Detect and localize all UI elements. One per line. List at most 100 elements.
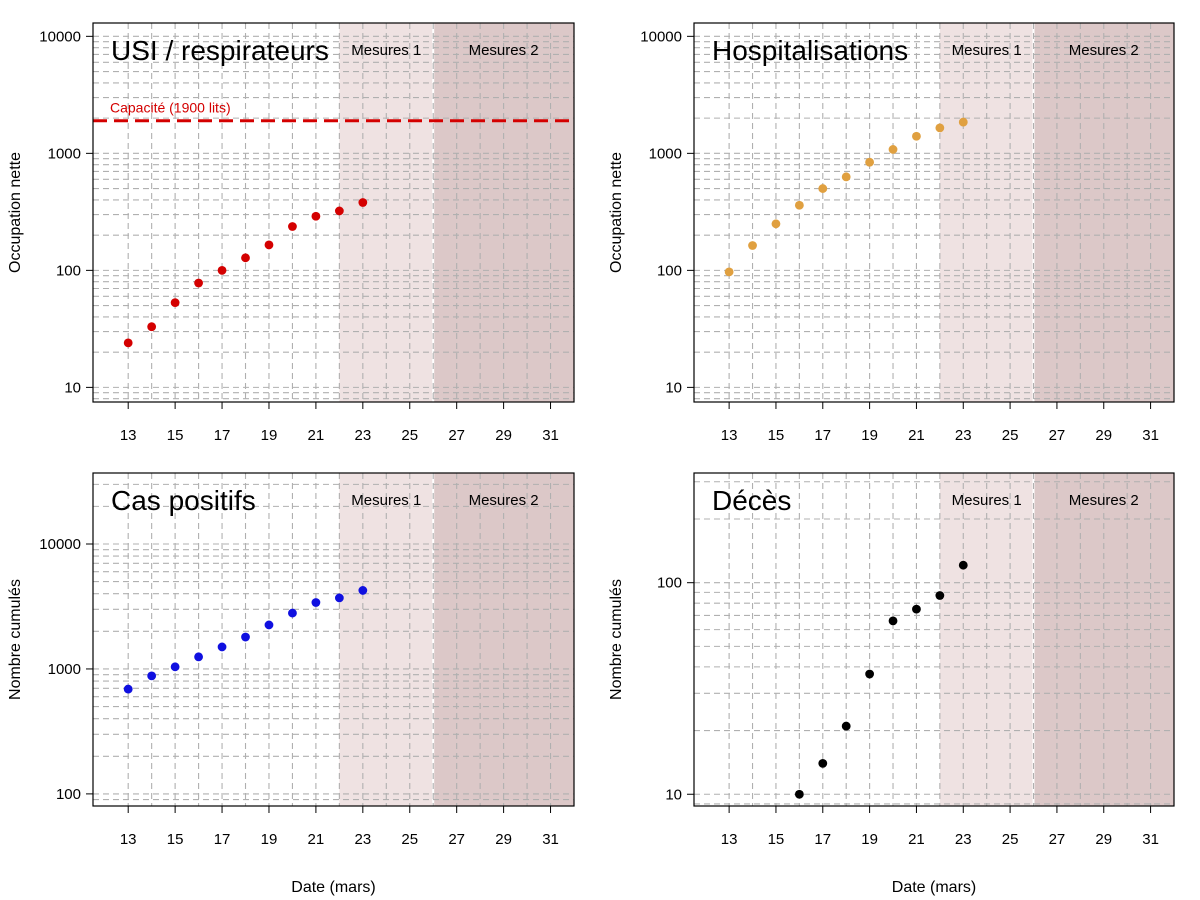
plot-frame bbox=[693, 472, 1175, 807]
x-tick-label: 17 bbox=[214, 427, 231, 444]
x-tick-label: 23 bbox=[955, 831, 972, 848]
y-axis-label: Nombre cumulés bbox=[7, 579, 24, 700]
data-point bbox=[724, 267, 734, 277]
panel-title: Cas positifs bbox=[111, 485, 256, 516]
panel-title: Décès bbox=[712, 485, 791, 516]
data-point bbox=[194, 278, 203, 288]
y-tick-label: 1000 bbox=[649, 145, 682, 162]
data-point bbox=[264, 620, 274, 630]
x-tick-label: 25 bbox=[1002, 831, 1019, 848]
data-point bbox=[288, 608, 297, 618]
data-point bbox=[841, 172, 851, 182]
data-point bbox=[194, 652, 203, 662]
y-tick-label: 10 bbox=[665, 786, 682, 803]
x-tick-label: 19 bbox=[261, 831, 278, 848]
x-tick-label: 29 bbox=[495, 427, 512, 444]
y-tick-label: 10000 bbox=[39, 28, 81, 45]
period-label-2: Mesures 2 bbox=[1069, 492, 1139, 509]
period-label-1: Mesures 1 bbox=[952, 492, 1022, 509]
capacity-label: Capacité (1900 lits) bbox=[110, 100, 231, 116]
x-axis-label: Date (mars) bbox=[291, 879, 375, 896]
data-point bbox=[217, 642, 227, 652]
x-tick-label: 21 bbox=[308, 427, 325, 444]
data-point bbox=[334, 593, 344, 603]
x-tick-label: 29 bbox=[1095, 831, 1112, 848]
data-point bbox=[841, 721, 851, 731]
x-tick-label: 15 bbox=[768, 427, 785, 444]
y-tick-label: 1000 bbox=[48, 145, 81, 162]
plot-frame bbox=[92, 22, 575, 403]
y-tick-label: 100 bbox=[56, 786, 81, 803]
x-tick-label: 27 bbox=[448, 427, 465, 444]
x-tick-label: 21 bbox=[908, 831, 925, 848]
x-tick-label: 19 bbox=[861, 427, 878, 444]
data-point bbox=[865, 669, 875, 679]
data-point bbox=[794, 789, 804, 799]
data-point bbox=[818, 758, 828, 768]
data-point bbox=[147, 671, 157, 681]
x-tick-label: 31 bbox=[542, 831, 559, 848]
panel-usi: Capacité (1900 lits) Mesures 1 Mesures 2 US… bbox=[7, 22, 575, 444]
plot-area: Capacité (1900 lits) bbox=[93, 23, 574, 402]
x-tick-label: 19 bbox=[261, 427, 278, 444]
data-point bbox=[217, 265, 227, 275]
data-point bbox=[123, 684, 133, 694]
plot-frame bbox=[693, 22, 1175, 403]
panel-cas: Mesures 1 Mesures 2 Cas positifs 100 1000 100… bbox=[7, 472, 575, 896]
y-tick-label: 10000 bbox=[39, 536, 81, 553]
data-point bbox=[147, 322, 157, 332]
data-point bbox=[311, 211, 321, 221]
data-point bbox=[771, 219, 781, 229]
data-point bbox=[123, 338, 133, 348]
y-tick-label: 10 bbox=[665, 379, 682, 396]
y-tick-label: 100 bbox=[657, 262, 682, 279]
x-tick-label: 29 bbox=[1095, 427, 1112, 444]
plot-area bbox=[694, 23, 1174, 402]
x-tick-label: 25 bbox=[1002, 427, 1019, 444]
data-point bbox=[170, 662, 180, 672]
x-tick-label: 15 bbox=[768, 831, 785, 848]
x-tick-label: 17 bbox=[814, 831, 831, 848]
x-tick-label: 31 bbox=[1142, 831, 1159, 848]
data-point bbox=[311, 598, 321, 607]
y-axis-label: Occupation nette bbox=[608, 152, 625, 273]
period-label-2: Mesures 2 bbox=[469, 492, 539, 509]
panel-deces: Mesures 1 Mesures 2 Décès 10 100 13 15 17 19 21 23… bbox=[608, 472, 1175, 896]
period-label-1: Mesures 1 bbox=[351, 42, 421, 59]
x-tick-label: 31 bbox=[542, 427, 559, 444]
data-point bbox=[748, 241, 757, 250]
y-tick-label: 10 bbox=[64, 379, 81, 396]
x-tick-label: 13 bbox=[721, 427, 738, 444]
x-tick-label: 27 bbox=[1049, 831, 1066, 848]
plot-area bbox=[93, 473, 574, 806]
period-label-2: Mesures 2 bbox=[1069, 42, 1139, 59]
x-tick-label: 23 bbox=[354, 831, 371, 848]
x-tick-label: 17 bbox=[814, 427, 831, 444]
plot-frame bbox=[92, 472, 575, 807]
x-tick-label: 27 bbox=[448, 831, 465, 848]
panel-hosp: Mesures 1 Mesures 2 Hospitalisations 10 100 1… bbox=[608, 22, 1175, 444]
data-point bbox=[288, 222, 297, 231]
x-tick-label: 23 bbox=[354, 427, 371, 444]
panel-title: Hospitalisations bbox=[712, 35, 908, 66]
period-label-1: Mesures 1 bbox=[952, 42, 1022, 59]
y-tick-label: 1000 bbox=[48, 661, 81, 678]
x-tick-label: 31 bbox=[1142, 427, 1159, 444]
data-point bbox=[888, 145, 898, 154]
x-tick-label: 15 bbox=[167, 427, 184, 444]
x-tick-label: 25 bbox=[401, 427, 418, 444]
x-tick-label: 17 bbox=[214, 831, 231, 848]
x-tick-label: 13 bbox=[120, 427, 137, 444]
x-tick-label: 25 bbox=[401, 831, 418, 848]
data-point bbox=[958, 117, 968, 127]
x-tick-label: 23 bbox=[955, 427, 972, 444]
data-point bbox=[818, 184, 828, 193]
x-tick-label: 21 bbox=[908, 427, 925, 444]
data-point bbox=[888, 616, 898, 626]
period-label-2: Mesures 2 bbox=[469, 42, 539, 59]
data-point bbox=[170, 298, 180, 308]
data-point bbox=[334, 206, 344, 216]
x-tick-label: 29 bbox=[495, 831, 512, 848]
data-point bbox=[358, 198, 368, 207]
